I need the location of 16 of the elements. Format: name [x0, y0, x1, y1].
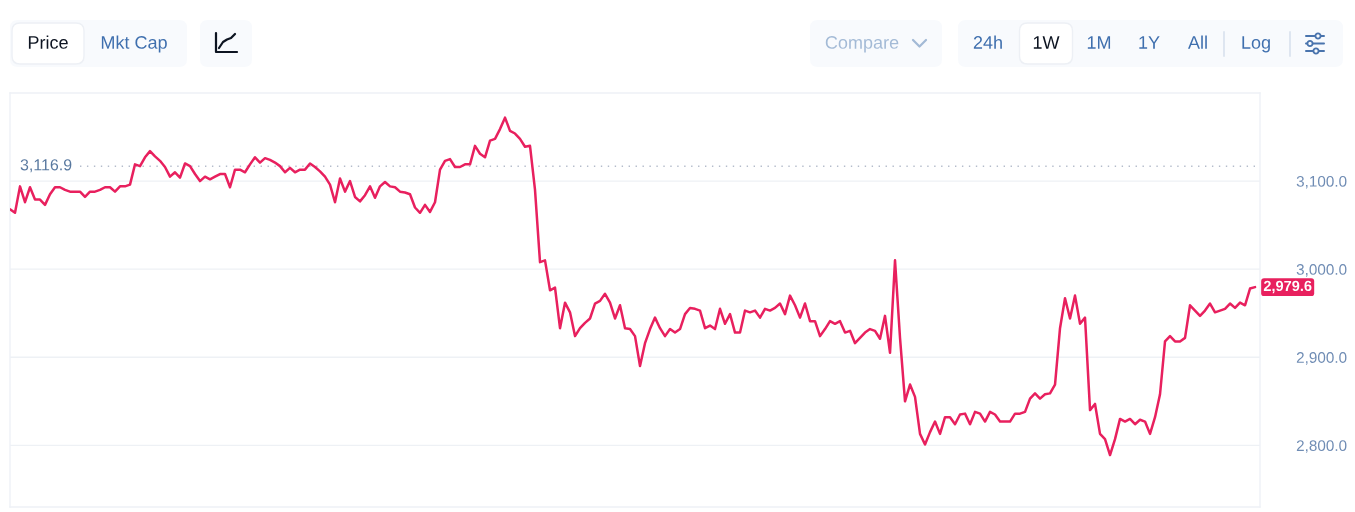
text: Log [1242, 36, 1270, 53]
text: Price [28, 35, 68, 49]
text: Compare [825, 36, 899, 53]
data-label: 2,979.6 [1263, 280, 1312, 294]
ref-line-label: 3,116.9 [20, 159, 72, 173]
text: Mkt Cap [101, 35, 167, 53]
y-tick-label: 2,800.0 [1296, 440, 1347, 453]
y-tick-label: 2,900.0 [1296, 352, 1347, 365]
line-series [10, 116, 1257, 457]
text: 24h [973, 35, 1002, 49]
y-tick-label: 3,000.0 [1296, 264, 1347, 277]
text: 1M [1087, 36, 1111, 49]
text: 1Y [1139, 36, 1160, 49]
text: 1W [1033, 36, 1060, 49]
text: All [1188, 35, 1207, 49]
y-tick-label: 3,100.0 [1296, 175, 1347, 189]
